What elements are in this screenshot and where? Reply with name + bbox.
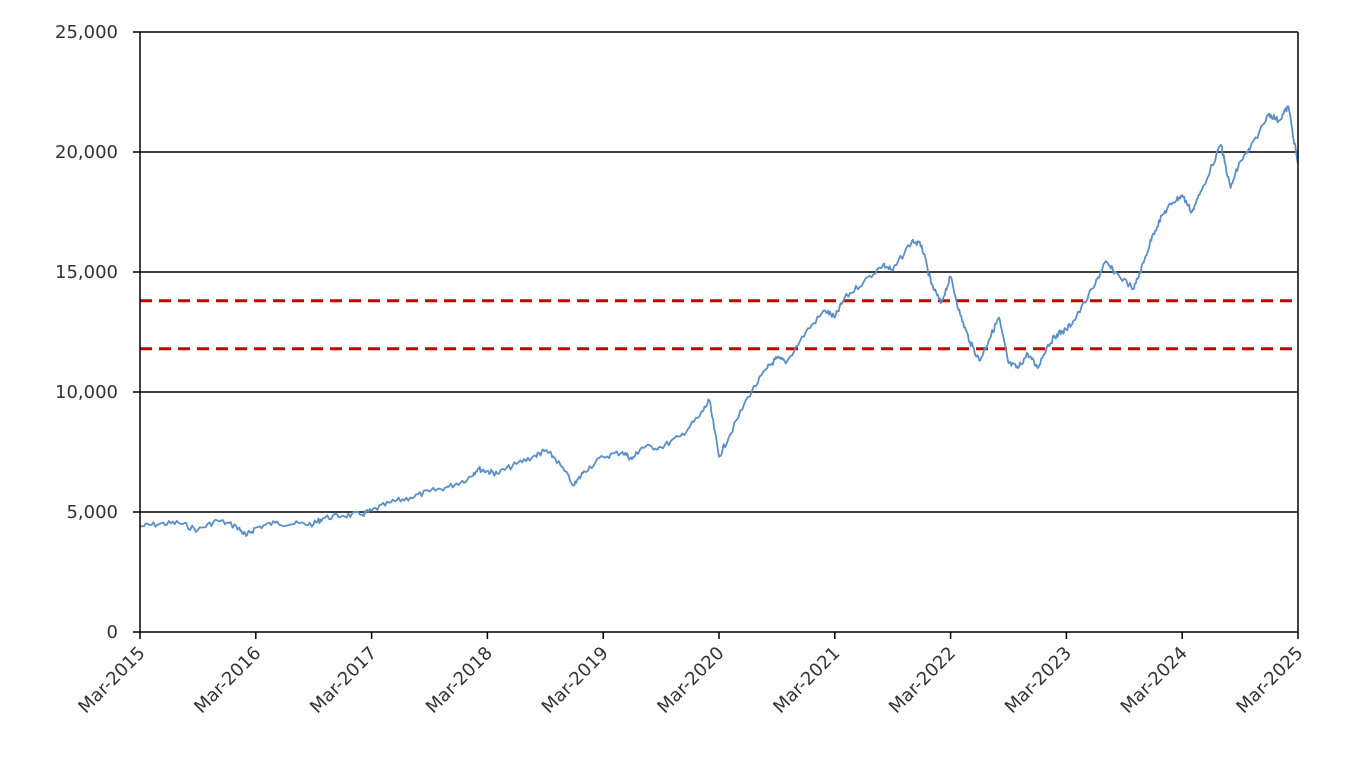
gridlines — [140, 31, 1298, 513]
y-tick-label: 5,000 — [66, 502, 118, 523]
x-tick-label: Mar-2016 — [190, 643, 265, 718]
series-line — [139, 105, 1299, 537]
x-tick-label: Mar-2018 — [422, 643, 497, 718]
y-tick-label: 20,000 — [55, 142, 118, 163]
x-tick-label: Mar-2025 — [1232, 643, 1307, 718]
x-tick-label: Mar-2017 — [306, 643, 381, 718]
series-layer — [139, 105, 1299, 537]
x-tick-label: Mar-2019 — [538, 643, 613, 718]
axes — [133, 31, 1299, 639]
x-tick-label: Mar-2023 — [1001, 643, 1076, 718]
x-tick-label: Mar-2015 — [74, 643, 149, 718]
y-tick-label: 15,000 — [55, 262, 118, 283]
x-tick-label: Mar-2022 — [885, 643, 960, 718]
x-tick-label: Mar-2024 — [1117, 643, 1192, 718]
reference-lines — [140, 299, 1298, 351]
y-tick-labels: 0 5,000 10,000 15,000 20,000 25,000 — [55, 22, 118, 643]
x-tick-label: Mar-2020 — [653, 643, 728, 718]
y-tick-label: 10,000 — [55, 382, 118, 403]
y-tick-label: 0 — [107, 622, 118, 643]
x-tick-labels: Mar-2015 Mar-2016 Mar-2017 Mar-2018 Mar-2019… — [74, 643, 1307, 718]
y-tick-label: 25,000 — [55, 22, 118, 43]
x-tick-label: Mar-2021 — [769, 643, 844, 718]
